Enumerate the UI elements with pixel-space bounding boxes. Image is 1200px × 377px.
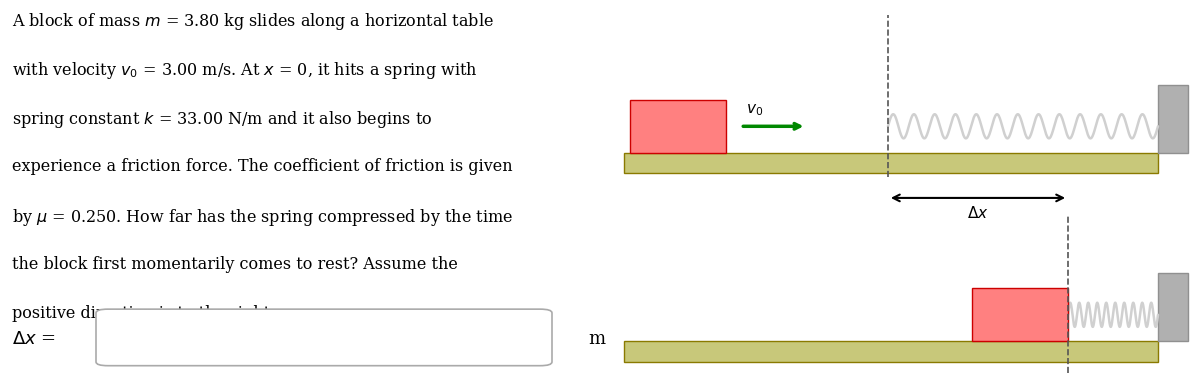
Text: positive direction is to the right.: positive direction is to the right. [12,305,275,322]
Text: with velocity $v_0$ = 3.00 m/s. At $x$ = 0, it hits a spring with: with velocity $v_0$ = 3.00 m/s. At $x$ =… [12,60,478,81]
Bar [624,341,1158,362]
Text: A block of mass $m$ = 3.80 kg slides along a horizontal table: A block of mass $m$ = 3.80 kg slides alo… [12,11,493,32]
Text: $\Delta x$: $\Delta x$ [967,205,989,221]
Text: $v_0$: $v_0$ [746,102,763,118]
Text: experience a friction force. The coefficient of friction is given: experience a friction force. The coeffic… [12,158,512,175]
Bar [1158,85,1188,153]
Text: by $\mu$ = 0.250. How far has the spring compressed by the time: by $\mu$ = 0.250. How far has the spring… [12,207,512,228]
Bar [630,100,726,153]
Text: spring constant $k$ = 33.00 N/m and it also begins to: spring constant $k$ = 33.00 N/m and it a… [12,109,432,130]
Bar [1158,273,1188,341]
Text: the block first momentarily comes to rest? Assume the: the block first momentarily comes to res… [12,256,458,273]
Text: $\Delta x$ =: $\Delta x$ = [12,330,56,348]
Bar [972,288,1068,341]
Bar [624,153,1158,173]
FancyBboxPatch shape [96,309,552,366]
Text: m: m [588,330,605,348]
